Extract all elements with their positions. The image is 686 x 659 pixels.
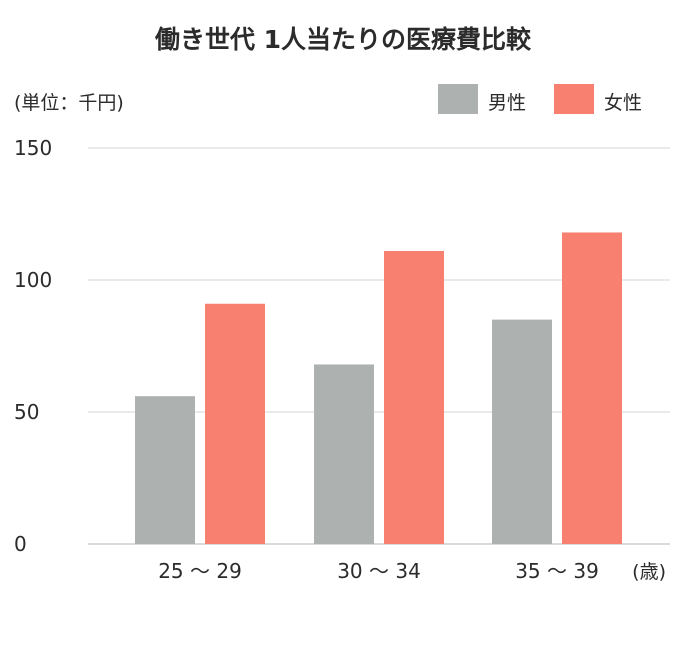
legend-label-female: 女性	[604, 92, 643, 114]
bar-female-2	[384, 250, 444, 544]
y-tick-label-150: 150	[14, 136, 52, 160]
y-tick-label-0: 0	[14, 532, 27, 556]
y-axis-unit-label: (単位：千円)	[14, 92, 124, 114]
x-tick-label-3: 35 〜 39	[515, 559, 599, 583]
legend-swatch-female	[554, 84, 594, 114]
bar-female-1	[205, 303, 265, 544]
y-tick-label-50: 50	[14, 400, 39, 424]
bar-male-2	[314, 364, 374, 544]
legend-swatch-male	[438, 84, 478, 114]
bar-male-1	[135, 396, 195, 544]
x-tick-label-1: 25 〜 29	[158, 559, 242, 583]
bar-female-3	[562, 232, 622, 545]
x-tick-label-2: 30 〜 34	[337, 559, 421, 583]
chart-title: 働き世代 1人当たりの医療費比較	[154, 25, 532, 54]
x-axis-unit-label: (歳)	[632, 561, 666, 583]
legend-label-male: 男性	[488, 92, 527, 114]
y-tick-label-100: 100	[14, 268, 52, 292]
bar-male-3	[492, 319, 552, 544]
